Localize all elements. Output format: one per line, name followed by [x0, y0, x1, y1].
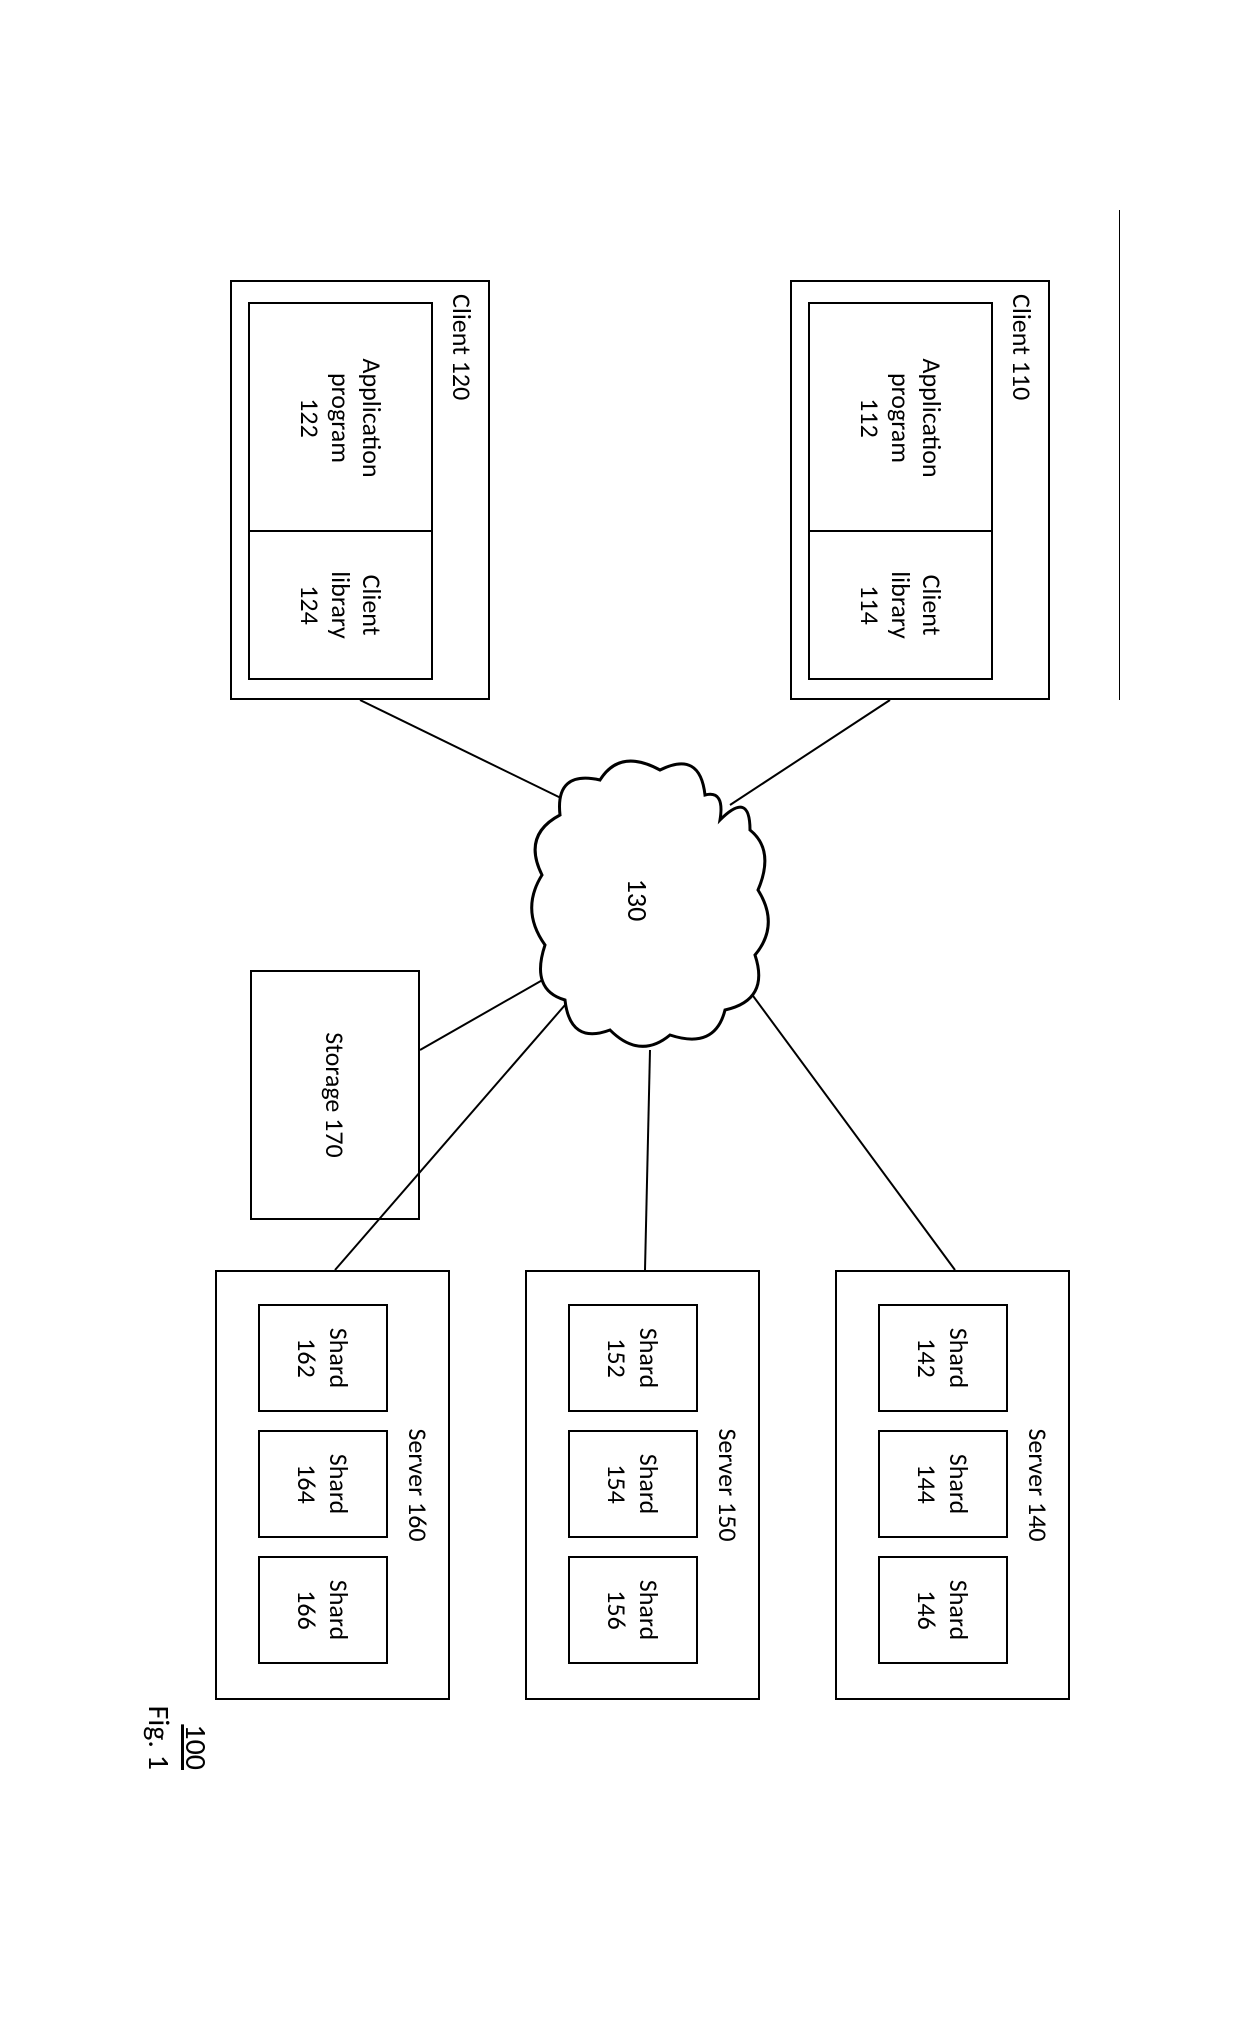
server-150-shard-row: Shard 152 Shard 154 Shard 156 — [568, 1304, 698, 1664]
client-120-lib-ref: 124 — [294, 585, 325, 625]
architecture-diagram: Client 110 Application program 112 Clien… — [120, 210, 1120, 1810]
figure-number: 100 — [177, 1724, 214, 1770]
shard-156-label: Shard — [633, 1579, 666, 1639]
client-120-box: Client 120 Application program 122 Clien… — [230, 280, 490, 700]
client-110-app-ref: 112 — [854, 398, 885, 438]
client-110-lib-ref: 114 — [854, 585, 885, 625]
cloud-ref: 130 — [620, 740, 655, 1060]
client-120-app-ref: 122 — [294, 398, 325, 438]
client-110-application: Application program 112 — [808, 302, 993, 532]
server-150-box: Server 150 Shard 152 Shard 154 Shard 156 — [525, 1270, 760, 1700]
shard-166: Shard 166 — [258, 1556, 388, 1664]
figure-caption: Fig. 1 — [140, 1705, 177, 1769]
shard-154: Shard 154 — [568, 1430, 698, 1538]
storage-170-label: Storage 170 — [319, 1032, 351, 1157]
network-cloud: 130 — [515, 740, 780, 1060]
client-120-app-line1: Application — [356, 358, 387, 477]
shard-144-ref: 144 — [911, 1464, 944, 1504]
shard-144-label: Shard — [943, 1453, 976, 1513]
client-110-app-line1: Application — [916, 358, 947, 477]
server-140-shard-row: Shard 142 Shard 144 Shard 146 — [878, 1304, 1008, 1664]
edge — [645, 1050, 650, 1270]
client-120-library: Client library 124 — [248, 530, 433, 680]
figure-label: 100 Fig. 1 — [140, 1705, 214, 1769]
shard-146-ref: 146 — [911, 1590, 944, 1630]
shard-142: Shard 142 — [878, 1304, 1008, 1412]
server-150-title: Server 150 — [712, 1272, 744, 1698]
shard-152-label: Shard — [633, 1327, 666, 1387]
client-110-lib-line2: library — [885, 571, 916, 639]
client-110-box: Client 110 Application program 112 Clien… — [790, 280, 1050, 700]
shard-162: Shard 162 — [258, 1304, 388, 1412]
client-120-application: Application program 122 — [248, 302, 433, 532]
shard-156: Shard 156 — [568, 1556, 698, 1664]
client-110-title: Client 110 — [1006, 294, 1038, 400]
shard-164-ref: 164 — [291, 1464, 324, 1504]
shard-146-label: Shard — [943, 1579, 976, 1639]
client-120-lib-line2: library — [325, 571, 356, 639]
shard-146: Shard 146 — [878, 1556, 1008, 1664]
client-120-app-line2: program — [325, 372, 356, 462]
server-160-box: Server 160 Shard 162 Shard 164 Shard 166 — [215, 1270, 450, 1700]
shard-154-label: Shard — [633, 1453, 666, 1513]
shard-152: Shard 152 — [568, 1304, 698, 1412]
shard-164: Shard 164 — [258, 1430, 388, 1538]
shard-142-label: Shard — [943, 1327, 976, 1387]
shard-142-ref: 142 — [911, 1338, 944, 1378]
shard-162-label: Shard — [323, 1327, 356, 1387]
shard-154-ref: 154 — [601, 1464, 634, 1504]
server-140-title: Server 140 — [1022, 1272, 1054, 1698]
shard-156-ref: 156 — [601, 1590, 634, 1630]
shard-164-label: Shard — [323, 1453, 356, 1513]
shard-152-ref: 152 — [601, 1338, 634, 1378]
client-110-library: Client library 114 — [808, 530, 993, 680]
client-110-lib-line1: Client — [916, 574, 947, 635]
server-160-shard-row: Shard 162 Shard 164 Shard 166 — [258, 1304, 388, 1664]
shard-166-ref: 166 — [291, 1590, 324, 1630]
server-160-title: Server 160 — [402, 1272, 434, 1698]
shard-166-label: Shard — [323, 1579, 356, 1639]
client-120-title: Client 120 — [446, 294, 478, 400]
server-140-box: Server 140 Shard 142 Shard 144 Shard 146 — [835, 1270, 1070, 1700]
client-110-app-line2: program — [885, 372, 916, 462]
client-120-lib-line1: Client — [356, 574, 387, 635]
storage-170-box: Storage 170 — [250, 970, 420, 1220]
shard-144: Shard 144 — [878, 1430, 1008, 1538]
shard-162-ref: 162 — [291, 1338, 324, 1378]
